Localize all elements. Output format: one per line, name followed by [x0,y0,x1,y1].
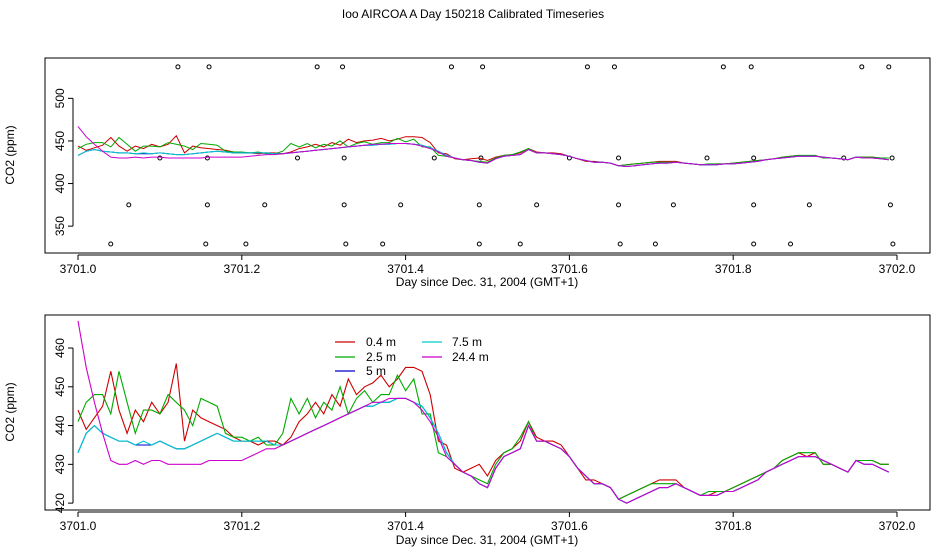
top-marker-point [887,202,893,208]
top-marker-point [859,64,865,70]
top-marker-point [617,241,623,247]
top-x-axis-label: Day since Dec. 31, 2004 (GMT+1) [396,275,578,289]
bottom-y-axis: 420 430 440 450 460 [53,338,74,513]
top-x-tick-label: 3701.6 [551,262,588,276]
top-marker-layer [108,64,896,247]
bottom-plot-frame [44,314,931,511]
bottom-y-tick-label: 430 [53,454,67,474]
bottom-x-tick-label: 3701.4 [387,519,424,533]
top-marker-point [431,155,437,161]
top-marker-point [108,241,114,247]
top-marker-point [243,241,249,247]
top-marker-point [616,202,622,208]
legend: 0.4 m 2.5 m 5 m 7.5 m 24.4 m [335,335,489,378]
top-marker-point [751,241,757,247]
top-marker-point [341,202,347,208]
top-marker-point [476,241,482,247]
bottom-series-line-5m [77,397,890,504]
top-marker-point [584,64,590,70]
top-marker-point [175,64,181,70]
top-x-tick-label: 3701.4 [387,262,424,276]
top-marker-point [670,202,676,208]
top-marker-point [751,202,757,208]
top-x-tick-label: 3702.0 [879,262,916,276]
top-marker-point [611,64,617,70]
top-series-line-0-4m [77,134,889,167]
bottom-x-tick-label: 3701.0 [60,519,97,533]
bottom-series-line-24-4m [77,320,890,504]
top-series-line-2-5m [77,136,889,167]
top-marker-point [340,64,346,70]
top-marker-point [788,241,794,247]
bottom-y-tick-label: 440 [53,415,67,435]
bottom-x-axis-label: Day since Dec. 31, 2004 (GMT+1) [396,533,578,547]
top-x-tick-label: 3701.8 [715,262,752,276]
top-marker-point [203,241,209,247]
bottom-x-axis: 3701.0 3701.2 3701.4 3701.6 3701.8 3702.0 [60,511,916,533]
bottom-y-tick-label: 420 [53,493,67,513]
top-y-tick-label: 350 [53,216,67,236]
top-marker-point [652,241,658,247]
top-marker-point [841,155,847,161]
top-marker-point [476,202,482,208]
legend-label-2-5m: 2.5 m [366,350,396,364]
top-y-axis-label: CO2 (ppm) [3,125,17,184]
top-y-tick-label: 400 [53,173,67,193]
top-x-axis: 3701.0 3701.2 3701.4 3701.6 3701.8 3702.0 [60,254,916,276]
figure-title: Ioo AIRCOA A Day 150218 Calibrated Times… [342,7,604,21]
top-series-layer [77,126,889,168]
top-marker-point [704,155,710,161]
bottom-series-line-7-5m [77,397,890,504]
top-marker-point [751,155,757,161]
top-marker-point [380,241,386,247]
top-y-tick-label: 450 [53,131,67,151]
top-marker-point [398,202,404,208]
top-marker-point [889,155,895,161]
top-marker-point [534,202,540,208]
bottom-series-line-0-4m [77,363,889,500]
bottom-series-line-2-5m [77,371,889,500]
top-marker-point [343,241,349,247]
bottom-y-tick-label: 450 [53,376,67,396]
bottom-x-tick-label: 3701.2 [223,519,260,533]
bottom-x-tick-label: 3702.0 [879,519,916,533]
top-series-line-24-4m [77,126,889,168]
legend-label-5m: 5 m [366,364,386,378]
bottom-panel: 3701.0 3701.2 3701.4 3701.6 3701.8 3702.0 420… [3,314,931,547]
top-x-tick-label: 3701.2 [223,262,260,276]
top-panel: 3701.0 3701.2 3701.4 3701.6 3701.8 3702.0 350… [3,57,931,289]
top-x-tick-label: 3701.0 [60,262,97,276]
top-marker-point [204,155,210,161]
top-marker-point [206,64,212,70]
legend-label-0-4m: 0.4 m [366,335,396,349]
legend-label-7-5m: 7.5 m [452,335,482,349]
top-marker-point [448,64,454,70]
bottom-x-tick-label: 3701.8 [715,519,752,533]
top-marker-point [204,202,210,208]
bottom-series-layer [77,320,890,504]
top-marker-point [890,241,896,247]
top-y-tick-label: 500 [53,88,67,108]
top-marker-point [748,64,754,70]
legend-label-24-4m: 24.4 m [452,350,489,364]
top-plot-frame [44,57,931,254]
top-marker-point [886,64,892,70]
bottom-x-tick-label: 3701.6 [551,519,588,533]
top-marker-point [341,155,347,161]
top-marker-point [517,241,523,247]
top-marker-point [157,155,163,161]
top-marker-point [480,64,486,70]
top-marker-point [262,202,268,208]
top-marker-point [616,155,622,161]
top-y-axis: 350 400 450 500 [53,88,74,236]
bottom-y-tick-label: 460 [53,338,67,358]
top-marker-point [314,64,320,70]
top-marker-point [720,64,726,70]
bottom-y-axis-label: CO2 (ppm) [3,382,17,441]
top-marker-point [806,202,812,208]
top-marker-point [126,202,132,208]
top-marker-point [294,155,300,161]
